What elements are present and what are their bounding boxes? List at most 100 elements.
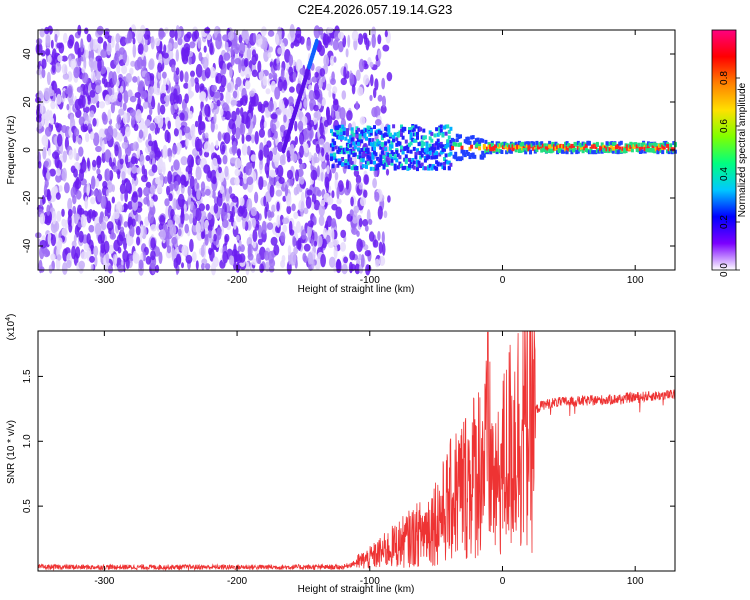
spectrogram-cell [345, 132, 349, 137]
spectrogram-cell [101, 140, 105, 154]
spectrogram-cell [120, 192, 124, 202]
spectrogram-x-label: Height of straight line (km) [298, 284, 415, 295]
spectrogram-cell [533, 147, 537, 152]
spectrogram-cell [144, 216, 150, 227]
spectrogram-cell [286, 169, 294, 180]
spectrogram-cell [538, 142, 542, 147]
spectrogram-cell [385, 168, 390, 176]
spectrogram-cell [557, 149, 561, 153]
spectrogram-cell [166, 77, 170, 86]
spectrogram-cell [258, 128, 265, 138]
chart-title: C2E4.2026.057.19.14.G23 [297, 2, 453, 17]
spectrogram-cell [355, 69, 361, 82]
spectrogram-cell [443, 147, 446, 152]
spectrogram-cell [186, 31, 192, 39]
spectrogram-cell [166, 185, 170, 196]
spectrogram-cell [672, 147, 676, 152]
spectrogram-cell [548, 140, 552, 145]
spectrogram-cell [353, 152, 357, 157]
spectrogram-cell [303, 98, 308, 109]
spectrogram-cell [373, 125, 376, 130]
spectrogram-cell [455, 157, 459, 162]
spectrogram-cell [276, 201, 280, 212]
spectrogram-cell [339, 148, 343, 153]
spectrogram-cell [357, 86, 364, 97]
spectrogram-cell [235, 127, 241, 140]
spectrogram-cell [200, 249, 205, 257]
spectrogram-cell [289, 86, 295, 93]
spectrogram-cell [433, 133, 437, 138]
spectrogram-cell [158, 251, 163, 264]
spectrogram-cell [321, 75, 326, 83]
spectrogram-cell [406, 149, 410, 154]
spectrogram-cell [243, 172, 248, 184]
spectrogram-cell [177, 228, 182, 237]
spectrogram-cell [38, 161, 42, 169]
spectrogram-cell [164, 198, 170, 207]
spectrogram-cell [505, 145, 509, 150]
spectrogram-cell [444, 144, 448, 149]
spectrogram-cell [517, 149, 521, 153]
spectrogram-cell [373, 239, 379, 248]
spectrogram-cell [610, 143, 614, 148]
spectrogram-cell [385, 132, 389, 137]
colorbar-tick-label: 0.2 [719, 215, 730, 229]
spectrogram-cell [369, 142, 373, 147]
spectrogram-cell [365, 128, 368, 133]
spectrogram-cell [76, 86, 83, 93]
spectrogram-cell [350, 161, 354, 166]
spectrogram-cell [330, 153, 333, 158]
spectrogram-cell [154, 115, 161, 124]
spectrogram-cell [385, 162, 389, 167]
spectrogram-cell [338, 41, 344, 53]
spectrogram-cell [350, 137, 354, 142]
spectrogram-cell [600, 142, 604, 147]
spectrogram-cell [449, 151, 453, 156]
spectrogram-cell [169, 92, 175, 106]
spectrogram-cell [360, 165, 364, 170]
spectrogram-cell [646, 145, 650, 150]
spectrogram-cell [74, 214, 79, 225]
spectrogram-cell [95, 84, 102, 94]
spectrogram-cell [386, 71, 393, 82]
spectrogram-cell [565, 145, 569, 150]
spectrogram-cell [62, 150, 67, 163]
spectrogram-cell [175, 214, 181, 225]
spectrogram-cell [220, 108, 224, 117]
spectrogram-cell [506, 147, 510, 152]
spectrogram-cell [222, 144, 225, 152]
spectrogram-cell [449, 146, 453, 151]
spectrogram-cell [664, 140, 668, 145]
spectrogram-cell [358, 150, 362, 155]
spectrogram-cell [301, 229, 307, 240]
spectrogram-cell [179, 112, 185, 121]
spectrogram-cell [267, 100, 275, 112]
spectrogram-cell [154, 127, 158, 135]
spectrogram-cell [439, 141, 443, 146]
spectrogram-cell [159, 215, 166, 226]
spectrogram-cell [556, 150, 560, 155]
spectrogram-cell [337, 124, 341, 129]
spectrogram-cell [353, 145, 357, 150]
spectrogram-cell [602, 144, 606, 149]
spectrogram-cell [297, 120, 304, 131]
spectrogram-cell [173, 41, 179, 49]
spectrogram-cell [190, 124, 196, 138]
spectrogram-cell [46, 71, 51, 86]
spectrogram-cell [438, 152, 442, 157]
spectrogram-cell [349, 157, 353, 162]
spectrogram-cell [400, 128, 403, 133]
spectrogram-cell [222, 219, 229, 229]
spectrogram-cell [197, 114, 202, 125]
spectrogram-cell [525, 144, 529, 149]
spectrogram-cell [365, 160, 368, 165]
spectrogram-cell [47, 147, 52, 156]
spectrogram-cell [63, 32, 68, 44]
spectrogram-cell [125, 126, 131, 137]
spectrogram-cell [159, 173, 164, 181]
spectrogram-cell [412, 132, 416, 137]
spectrogram-x-tick-label: 100 [627, 275, 644, 286]
spectrogram-cell [400, 132, 403, 137]
spectrogram-cell [313, 156, 320, 164]
